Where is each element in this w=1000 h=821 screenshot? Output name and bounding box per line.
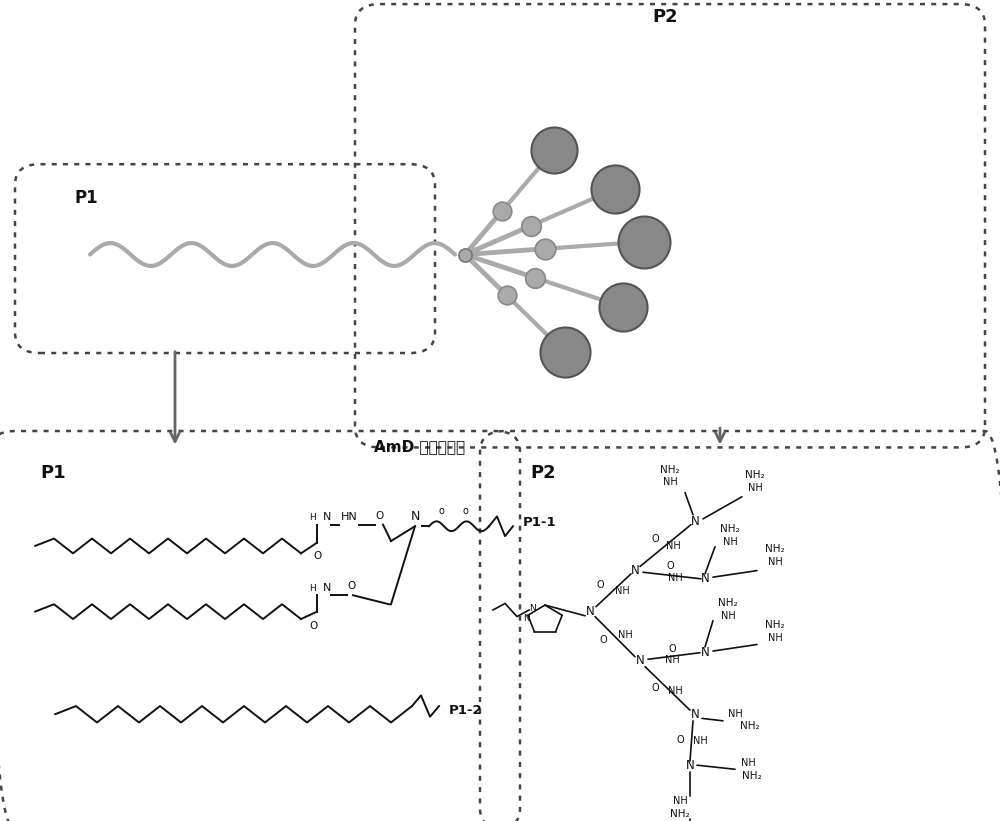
- Text: O: O: [347, 581, 355, 591]
- Text: N: N: [323, 512, 331, 522]
- Text: NH₂: NH₂: [742, 771, 762, 781]
- Text: NH: NH: [728, 709, 742, 719]
- Text: O: O: [375, 511, 383, 521]
- Text: O: O: [599, 635, 607, 645]
- Text: NH: NH: [721, 611, 735, 621]
- Point: [557, 346, 573, 359]
- Text: O: O: [652, 682, 659, 693]
- Text: NH: NH: [668, 573, 682, 583]
- Text: N: N: [410, 510, 420, 523]
- Text: N: N: [524, 614, 530, 622]
- Text: NH₂: NH₂: [745, 470, 765, 480]
- Point: [457, 248, 473, 261]
- Text: O: O: [677, 735, 684, 745]
- Text: N: N: [636, 654, 644, 667]
- Point: [494, 204, 510, 218]
- Point: [636, 235, 652, 248]
- Text: o: o: [462, 506, 468, 516]
- Text: NH: NH: [665, 655, 680, 665]
- Text: NH₂: NH₂: [740, 721, 760, 731]
- Text: NH₂: NH₂: [660, 466, 680, 475]
- Text: P2: P2: [652, 8, 678, 26]
- Point: [499, 289, 515, 302]
- Text: N: N: [691, 515, 699, 528]
- Text: N: N: [701, 572, 709, 585]
- Text: N: N: [586, 605, 594, 618]
- Text: NH₂: NH₂: [670, 810, 690, 819]
- Text: NH: NH: [693, 736, 708, 746]
- Point: [523, 219, 539, 232]
- Text: P1: P1: [40, 464, 66, 482]
- Text: NH: NH: [768, 557, 782, 567]
- Point: [615, 300, 631, 314]
- Text: N: N: [631, 564, 639, 577]
- Text: O: O: [597, 580, 604, 589]
- Text: O: O: [310, 621, 318, 631]
- Text: NH: NH: [618, 630, 632, 640]
- Text: N: N: [691, 708, 699, 721]
- Text: NH: NH: [673, 796, 687, 806]
- Text: NH₂: NH₂: [765, 620, 785, 630]
- Text: NH₂: NH₂: [718, 598, 738, 608]
- Text: NH: NH: [723, 537, 737, 547]
- Text: O: O: [651, 534, 659, 544]
- Point: [546, 144, 562, 157]
- Text: HN: HN: [341, 512, 358, 522]
- Text: NH: NH: [748, 484, 762, 493]
- Text: o: o: [438, 506, 444, 516]
- Text: N: N: [323, 583, 331, 593]
- Text: P2: P2: [530, 464, 556, 482]
- Text: NH: NH: [615, 586, 630, 596]
- Text: N: N: [701, 646, 709, 659]
- Point: [537, 242, 553, 255]
- Text: P1-2: P1-2: [449, 704, 483, 718]
- Text: N: N: [530, 604, 536, 612]
- Text: NH: NH: [663, 477, 677, 487]
- Text: AmD 结构示意图: AmD 结构示意图: [374, 439, 466, 454]
- Text: NH: NH: [768, 633, 782, 643]
- Point: [607, 182, 623, 195]
- Text: NH₂: NH₂: [720, 524, 740, 534]
- Text: NH: NH: [741, 758, 755, 768]
- Text: P1-1: P1-1: [523, 516, 557, 530]
- Text: H: H: [309, 584, 315, 593]
- Text: NH: NH: [666, 541, 680, 551]
- Text: O: O: [669, 644, 676, 654]
- Point: [527, 271, 543, 284]
- Text: O: O: [666, 562, 674, 571]
- Text: NH: NH: [668, 686, 683, 696]
- Text: NH₂: NH₂: [765, 544, 785, 554]
- Text: H: H: [309, 513, 315, 522]
- Text: N: N: [686, 759, 694, 772]
- Text: O: O: [314, 551, 322, 561]
- Text: P1: P1: [75, 189, 99, 207]
